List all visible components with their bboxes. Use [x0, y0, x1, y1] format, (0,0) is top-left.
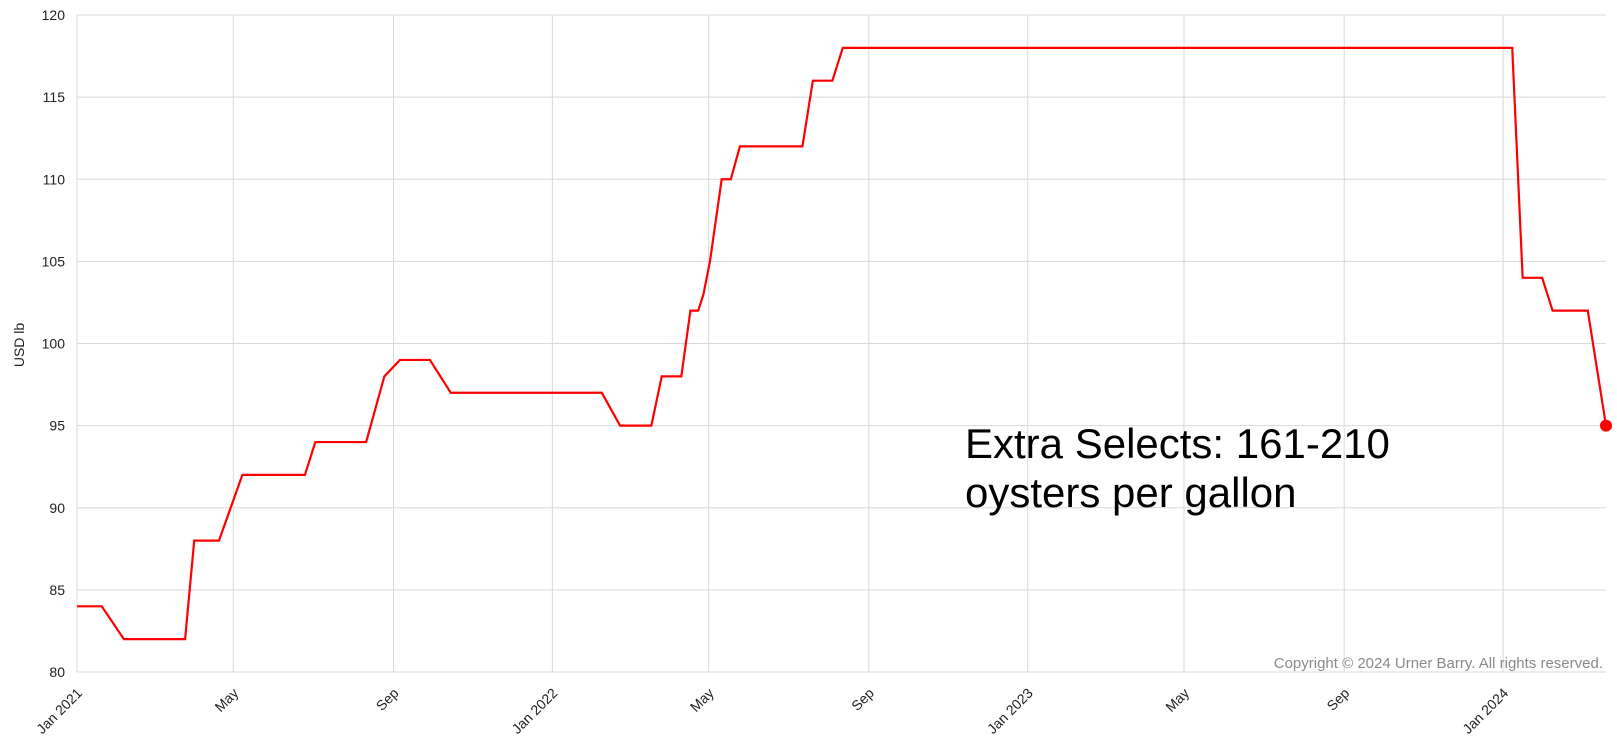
x-tick-label-2: Sep	[373, 685, 402, 714]
copyright-notice: Copyright © 2024 Urner Barry. All rights…	[1274, 655, 1603, 672]
series-line-0	[77, 46, 1608, 641]
x-tick-label-3: Jan 2022	[508, 685, 560, 737]
x-tick-label-6: Jan 2023	[984, 685, 1036, 737]
y-tick-label-80: 80	[49, 664, 65, 680]
x-tick-label-9: Jan 2024	[1459, 685, 1511, 737]
annotation-line-1: Extra Selects: 161-210	[965, 420, 1390, 467]
annotation-line-2: oysters per gallon	[965, 469, 1297, 516]
y-axis-title: USD lb	[11, 323, 27, 368]
x-tick-label-4: May	[687, 685, 717, 715]
y-tick-label-90: 90	[49, 500, 65, 516]
series	[77, 46, 1612, 641]
x-tick-label-0: Jan 2021	[33, 685, 85, 737]
y-tick-label-115: 115	[43, 89, 66, 105]
y-tick-label-105: 105	[42, 253, 66, 269]
y-tick-label-100: 100	[42, 336, 66, 352]
y-tick-label-110: 110	[43, 171, 66, 187]
x-tick-label-1: May	[211, 685, 241, 715]
last-point-marker	[1600, 419, 1612, 432]
grid	[76, 14, 1606, 673]
x-tick-label-7: May	[1162, 685, 1192, 715]
x-tick-label-5: Sep	[848, 685, 877, 714]
x-axis-ticks: Jan 2021 May Sep Jan 2022 May Sep Jan 2023 May S…	[33, 685, 1511, 737]
y-tick-label-95: 95	[49, 418, 65, 434]
y-axis-ticks: 80 85 90 95 100 105 110 115 120	[42, 7, 66, 680]
y-tick-label-120: 120	[42, 7, 66, 23]
x-tick-label-8: Sep	[1323, 685, 1352, 714]
y-tick-label-85: 85	[49, 582, 65, 598]
